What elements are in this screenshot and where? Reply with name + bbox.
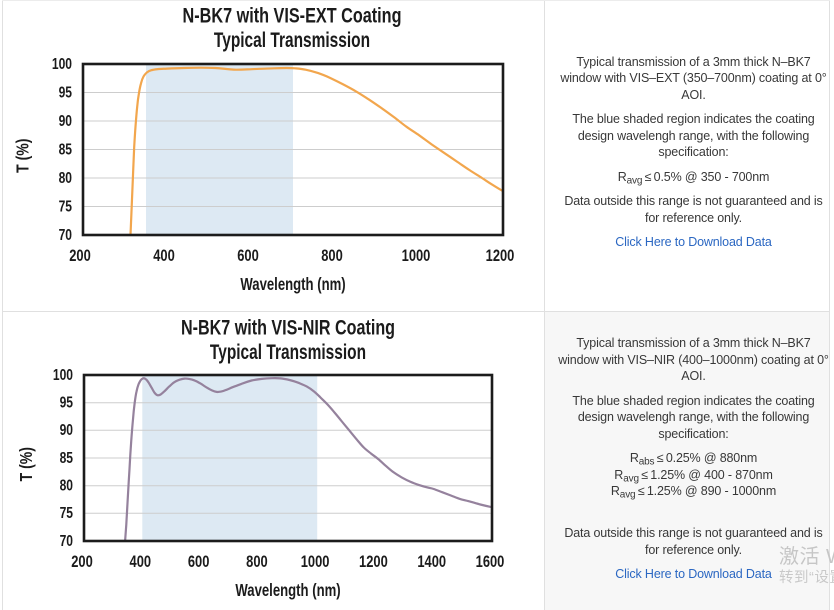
- svg-text:100: 100: [52, 54, 72, 72]
- svg-text:200: 200: [69, 246, 91, 265]
- svg-text:N-BK7 with VIS-NIR Coating: N-BK7 with VIS-NIR Coating: [181, 316, 395, 340]
- svg-text:95: 95: [60, 393, 74, 411]
- svg-text:Wavelength (nm): Wavelength (nm): [235, 581, 340, 600]
- svg-text:90: 90: [59, 111, 73, 129]
- svg-text:1600: 1600: [476, 552, 505, 571]
- svg-text:Typical Transmission: Typical Transmission: [210, 339, 366, 363]
- svg-text:T (%): T (%): [13, 139, 33, 173]
- svg-text:75: 75: [59, 197, 73, 215]
- svg-text:Typical Transmission: Typical Transmission: [214, 27, 370, 51]
- svg-text:80: 80: [60, 476, 74, 494]
- svg-text:70: 70: [59, 225, 73, 243]
- svg-text:400: 400: [153, 246, 175, 265]
- svg-text:N-BK7 with VIS-EXT Coating: N-BK7 with VIS-EXT Coating: [183, 4, 402, 28]
- svg-text:1200: 1200: [359, 552, 388, 571]
- svg-text:75: 75: [60, 504, 74, 522]
- svg-text:1400: 1400: [417, 552, 446, 571]
- svg-text:800: 800: [321, 246, 343, 265]
- svg-text:400: 400: [130, 552, 152, 571]
- svg-text:100: 100: [53, 365, 73, 383]
- svg-text:1000: 1000: [402, 246, 431, 265]
- svg-text:600: 600: [188, 552, 210, 571]
- svg-text:Wavelength (nm): Wavelength (nm): [240, 275, 345, 294]
- svg-text:85: 85: [59, 140, 73, 158]
- svg-text:85: 85: [60, 448, 74, 466]
- svg-text:90: 90: [60, 421, 74, 439]
- svg-text:200: 200: [71, 552, 93, 571]
- svg-text:70: 70: [60, 531, 74, 549]
- svg-text:800: 800: [246, 552, 268, 571]
- svg-text:T (%): T (%): [16, 447, 36, 481]
- svg-text:80: 80: [59, 168, 73, 186]
- svg-text:600: 600: [237, 246, 259, 265]
- svg-text:1000: 1000: [301, 552, 330, 571]
- svg-text:1200: 1200: [486, 246, 515, 265]
- svg-text:95: 95: [59, 83, 73, 101]
